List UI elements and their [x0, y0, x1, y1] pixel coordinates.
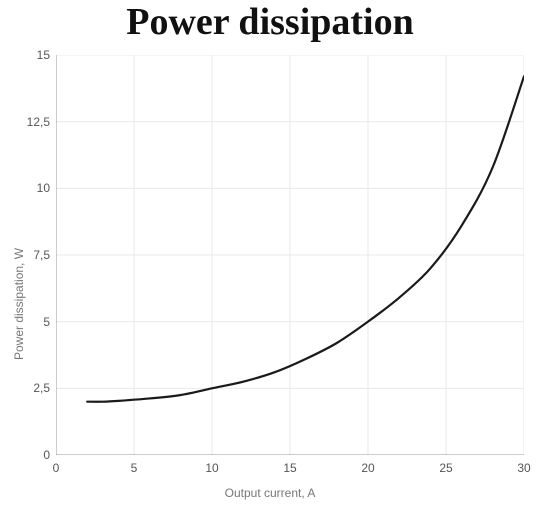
y-tick-label: 0 [43, 448, 50, 462]
x-tick-label: 10 [200, 461, 224, 475]
series-line [87, 76, 524, 401]
y-tick-label: 12,5 [27, 115, 50, 129]
plot-area [56, 55, 524, 455]
y-tick-label: 10 [37, 181, 50, 195]
x-tick-label: 30 [512, 461, 536, 475]
chart-title: Power dissipation [0, 0, 540, 44]
x-tick-label: 0 [44, 461, 68, 475]
chart-container: { "chart": { "type": "line", "title": "P… [0, 0, 540, 513]
x-tick-label: 5 [122, 461, 146, 475]
y-axis-label: Power dissipation, W [12, 248, 26, 360]
y-tick-label: 5 [43, 315, 50, 329]
y-tick-label: 7,5 [33, 248, 50, 262]
y-tick-label: 15 [37, 48, 50, 62]
x-tick-label: 15 [278, 461, 302, 475]
x-axis-label: Output current, A [0, 486, 540, 500]
chart-svg [56, 55, 524, 455]
x-tick-label: 20 [356, 461, 380, 475]
x-tick-label: 25 [434, 461, 458, 475]
y-tick-label: 2,5 [33, 381, 50, 395]
